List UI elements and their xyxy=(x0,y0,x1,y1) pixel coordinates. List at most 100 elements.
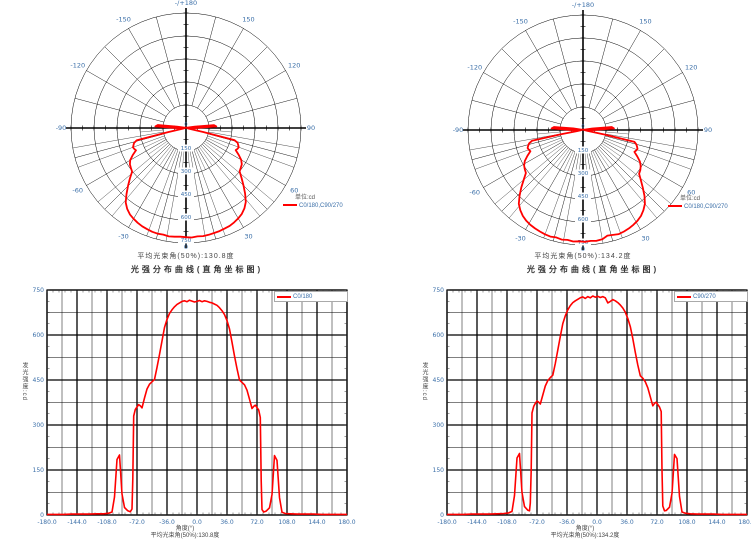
polar-spoke xyxy=(553,18,578,108)
polar-spoke xyxy=(203,142,275,203)
polar-right-legend-entry: C0/180,C90/270 xyxy=(668,204,728,210)
ring-label-bg xyxy=(575,192,591,200)
cart-left-series-label: C0/180 xyxy=(293,293,313,300)
polar-spoke xyxy=(197,147,244,228)
y-tick-label: 150 xyxy=(33,467,45,474)
polar-left-series-label: C0/180,C90/270 xyxy=(299,203,343,209)
polar-spoke xyxy=(501,146,567,212)
polar-fan-line xyxy=(603,139,625,150)
y-tick-label: 300 xyxy=(433,422,445,429)
polar-spoke xyxy=(590,151,623,239)
polar-angle-label: 150 xyxy=(639,18,651,26)
cart-right-xlabel: 角度(°) xyxy=(575,526,595,532)
polar-spoke xyxy=(202,144,268,210)
polar-angle-label: 30 xyxy=(244,232,252,240)
red-line-icon xyxy=(668,205,682,208)
polar-spoke xyxy=(86,70,167,117)
polar-spoke xyxy=(197,28,244,109)
y-tick-label: 450 xyxy=(433,377,445,384)
polar-left-legend-entry: C0/180,C90/270 xyxy=(283,203,343,209)
polar-fan-line xyxy=(592,150,603,172)
polar-fan-line xyxy=(206,137,228,148)
x-tick-label: -144.0 xyxy=(67,519,87,526)
polar-spoke xyxy=(156,16,181,106)
polar-spoke xyxy=(494,144,566,205)
polar-spoke xyxy=(600,144,672,205)
x-tick-label: 144.0 xyxy=(708,519,725,526)
polar-spoke xyxy=(205,139,286,186)
polar-fan-line xyxy=(545,143,565,157)
cart-left-legend: C0/180 xyxy=(274,291,348,302)
polar-spoke xyxy=(543,151,576,239)
polar-spoke xyxy=(588,18,613,108)
polar-spoke xyxy=(191,16,216,106)
y-tick-label: 0 xyxy=(440,512,444,519)
cart-right-ylabel: 发光强度:cd xyxy=(421,362,427,402)
polar-fan-line xyxy=(605,131,629,135)
polar-spoke xyxy=(165,150,183,242)
cart-right-xaxis-block: 角度(°) 平均光束角(50%):134.2度 xyxy=(485,526,685,540)
polar-ring-label: 150 xyxy=(578,148,589,154)
polar-right-caption: 平均光束角(50%):134.2度 xyxy=(534,253,632,260)
red-line-icon xyxy=(283,204,297,207)
polar-spoke xyxy=(202,46,268,112)
x-tick-label: 72.0 xyxy=(250,519,264,526)
polar-fan-line xyxy=(596,148,610,168)
x-tick-label: 0.0 xyxy=(592,519,602,526)
y-tick-label: 150 xyxy=(433,467,445,474)
polar-angle-label: 30 xyxy=(641,234,649,242)
polar-ring-label: 300 xyxy=(181,169,192,175)
polar-spoke xyxy=(189,150,207,242)
polar-ring-label: 300 xyxy=(578,171,589,177)
polar-fan-line xyxy=(148,141,168,155)
polar-ring-label: 750 xyxy=(181,238,192,244)
polar-angle-label: 0 xyxy=(581,245,585,253)
polar-angle-label: -120 xyxy=(467,64,482,72)
polar-spoke xyxy=(191,150,216,240)
polar-spoke xyxy=(605,133,697,151)
polar-angle-label: -/+180 xyxy=(572,1,594,9)
polar-spoke xyxy=(599,48,665,114)
y-tick-label: 300 xyxy=(33,422,45,429)
polar-spoke xyxy=(193,149,226,237)
polar-spoke xyxy=(602,72,683,119)
ring-label-bg xyxy=(575,169,591,177)
cart-right-legend: C90/270 xyxy=(674,291,748,302)
polar-spoke xyxy=(586,152,604,244)
polar-spoke xyxy=(483,141,564,188)
cart-left-ylabel: 发光强度:cd xyxy=(21,362,27,402)
polar-fan-line xyxy=(159,146,173,166)
polar-angle-label: -30 xyxy=(515,234,526,242)
polar-angle-label: 120 xyxy=(685,64,697,72)
polar-fan-line xyxy=(601,143,621,157)
polar-spoke xyxy=(605,135,695,160)
x-tick-label: -108.0 xyxy=(97,519,117,526)
polar-angle-label: 90 xyxy=(704,126,712,134)
polar-spoke xyxy=(605,100,695,125)
polar-angle-label: 90 xyxy=(307,124,315,132)
polar-spoke xyxy=(469,133,561,151)
x-tick-label: -36.0 xyxy=(159,519,175,526)
cart-left-xaxis-block: 角度(°) 平均光束角(50%):130.8度 xyxy=(85,526,285,540)
polar-spoke xyxy=(86,139,167,186)
polar-spoke xyxy=(104,144,170,210)
x-tick-label: 180.0 xyxy=(338,519,355,526)
polar-left-unit-label: 单位:cd xyxy=(295,195,316,201)
x-tick-label: 36.0 xyxy=(620,519,634,526)
polar-spoke xyxy=(597,147,658,219)
polar-angle-label: -30 xyxy=(118,232,129,240)
cart-left-xlabel: 角度(°) xyxy=(175,526,195,532)
x-tick-label: -72.0 xyxy=(529,519,545,526)
cart-right-series-label: C90/270 xyxy=(693,293,716,300)
polar-angle-label: -90 xyxy=(56,124,67,132)
polar-spoke xyxy=(208,131,300,149)
cart-left-footer: 平均光束角(50%):130.8度 xyxy=(150,533,220,539)
polar-spoke xyxy=(483,72,564,119)
intensity-curve xyxy=(447,295,747,516)
x-tick-label: -144.0 xyxy=(467,519,487,526)
polar-spoke xyxy=(474,137,562,170)
x-tick-label: 108.0 xyxy=(278,519,295,526)
polar-fan-line xyxy=(556,148,570,168)
ring-label-bg xyxy=(178,144,194,152)
